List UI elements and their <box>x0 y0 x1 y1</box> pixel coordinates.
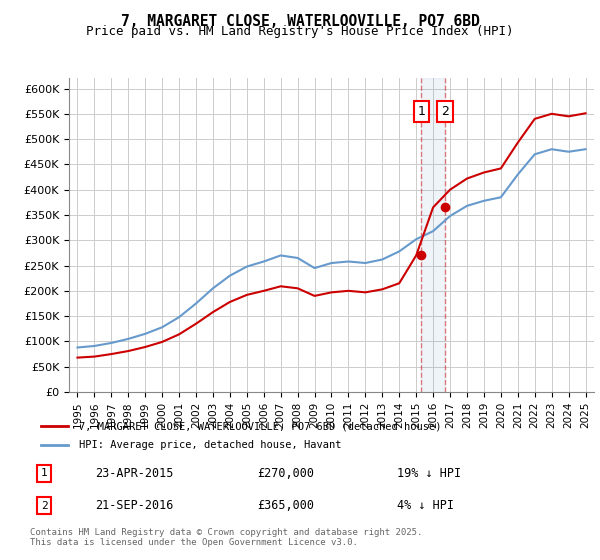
Text: HPI: Average price, detached house, Havant: HPI: Average price, detached house, Hava… <box>79 440 341 450</box>
Text: 7, MARGARET CLOSE, WATERLOOVILLE, PO7 6BD: 7, MARGARET CLOSE, WATERLOOVILLE, PO7 6B… <box>121 14 479 29</box>
Text: 2: 2 <box>441 105 449 118</box>
Text: 4% ↓ HPI: 4% ↓ HPI <box>397 499 454 512</box>
Text: 7, MARGARET CLOSE, WATERLOOVILLE, PO7 6BD (detached house): 7, MARGARET CLOSE, WATERLOOVILLE, PO7 6B… <box>79 421 441 431</box>
Text: 1: 1 <box>41 468 47 478</box>
Text: 23-APR-2015: 23-APR-2015 <box>95 467 173 480</box>
Text: Price paid vs. HM Land Registry's House Price Index (HPI): Price paid vs. HM Land Registry's House … <box>86 25 514 38</box>
Text: 19% ↓ HPI: 19% ↓ HPI <box>397 467 461 480</box>
Text: £365,000: £365,000 <box>257 499 314 512</box>
Text: Contains HM Land Registry data © Crown copyright and database right 2025.
This d: Contains HM Land Registry data © Crown c… <box>30 528 422 547</box>
Text: £270,000: £270,000 <box>257 467 314 480</box>
Bar <box>421 78 445 392</box>
Text: 2: 2 <box>41 501 47 511</box>
Text: 21-SEP-2016: 21-SEP-2016 <box>95 499 173 512</box>
Text: 1: 1 <box>418 105 425 118</box>
